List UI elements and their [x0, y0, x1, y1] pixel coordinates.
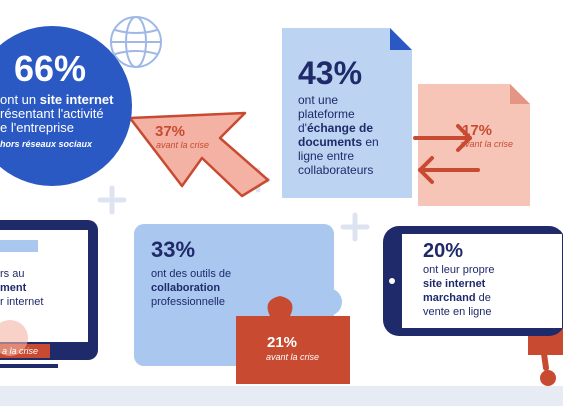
documents-stat-line6: collaborateurs	[298, 163, 374, 177]
collaboration-line2-bold: collaboration	[151, 282, 221, 294]
monitor-stat-line2: ment	[0, 282, 26, 294]
documents-stat-line3: d'échange de	[298, 121, 373, 135]
collaboration-stat-percent: 33%	[151, 237, 196, 262]
ecommerce-stat-line2: site internet	[423, 278, 485, 290]
documents-before-value: 17%	[462, 122, 493, 139]
document-main-icon	[282, 28, 412, 198]
website-stat-circle	[0, 26, 132, 186]
cursor-arrow-icon	[128, 111, 270, 198]
website-stat-subnote: hors réseaux sociaux	[0, 139, 93, 149]
documents-stat-percent: 43%	[298, 55, 363, 91]
collaboration-stat-line2: collaboration	[151, 282, 220, 294]
website-stat-prefix: ont un	[0, 92, 40, 107]
ecommerce-stat-line1: ont leur propre	[423, 264, 495, 276]
website-stat-bold: site internet	[39, 92, 114, 107]
website-stat-line2: résentant l'activité	[0, 106, 104, 121]
website-before-value: 37%	[155, 123, 186, 140]
website-stat-line1: ont un site internet	[0, 92, 113, 107]
ecommerce-line2-bold: site internet	[423, 278, 486, 290]
globe-icon	[110, 16, 162, 68]
documents-line3-prefix: d'	[298, 121, 307, 135]
exchange-arrows-icon	[413, 124, 480, 184]
collaboration-stat-line1: ont des outils de	[151, 268, 232, 280]
monitor-icon	[0, 220, 98, 368]
documents-line4-bold: documents	[298, 135, 363, 149]
collaboration-stat-line3: professionnelle	[151, 296, 225, 308]
documents-stat-line1: ont une	[298, 93, 339, 107]
documents-line3-bold: échange de	[306, 121, 373, 135]
documents-stat-line2: plateforme	[298, 107, 355, 121]
website-before-label: avant la crise	[156, 140, 210, 150]
collaboration-before-value: 21%	[267, 334, 298, 351]
document-back-icon	[418, 84, 530, 206]
documents-before-label: avant la crise	[460, 139, 514, 149]
ecommerce-stat-line4: vente en ligne	[423, 306, 492, 318]
documents-stat-line4: documents en	[298, 135, 379, 149]
monitor-line2-bold: ment	[0, 282, 27, 294]
smartphone-icon	[383, 226, 563, 336]
monitor-before-label: a la crise	[2, 346, 39, 356]
monitor-stat-line3: r internet	[0, 296, 44, 308]
ecommerce-line3-bold: marchand	[423, 292, 476, 304]
ecommerce-before-value: 9	[552, 312, 561, 329]
ecommerce-stat-percent: 20%	[423, 240, 464, 262]
documents-line4-suffix: en	[362, 135, 379, 149]
ecommerce-stat-line3: marchand de	[423, 292, 491, 304]
monitor-stat-line1: rs au	[0, 268, 25, 280]
website-stat-line3: e l'entreprise	[0, 120, 75, 135]
documents-stat-line5: ligne entre	[298, 149, 355, 163]
website-stat-percent: 66%	[14, 48, 87, 89]
ecommerce-line3-suffix: de	[475, 292, 491, 304]
collaboration-before-label: avant la crise	[266, 352, 320, 362]
